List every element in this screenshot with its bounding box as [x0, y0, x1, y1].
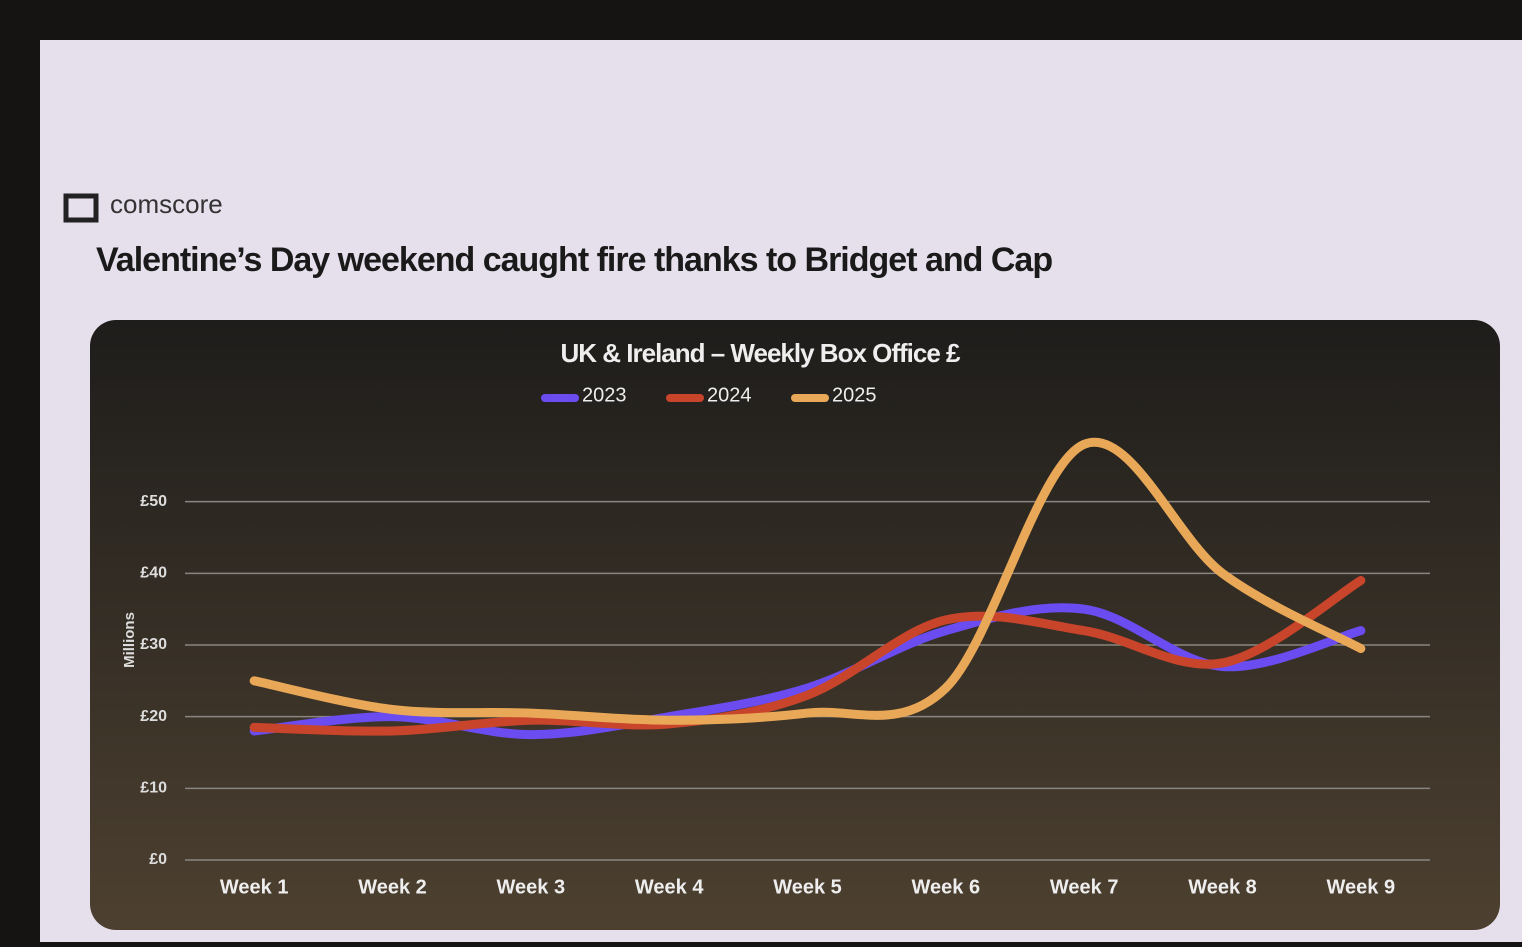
y-tick-label: £20 — [140, 708, 167, 725]
x-tick-label: Week 6 — [912, 876, 981, 898]
x-tick-label: Week 9 — [1327, 876, 1396, 898]
x-tick-label: Week 7 — [1050, 876, 1119, 898]
y-tick-label: £10 — [140, 780, 167, 797]
chart-panel — [90, 320, 1500, 930]
series-line — [249, 437, 1366, 725]
x-tick-label: Week 3 — [497, 876, 566, 898]
slide-title: Valentine’s Day weekend caught fire than… — [96, 241, 1052, 279]
legend-label: 2023 — [582, 384, 627, 406]
y-tick-label: £40 — [140, 565, 167, 582]
y-tick-label: £0 — [149, 851, 167, 868]
series-line — [249, 576, 1366, 736]
series-line — [249, 603, 1366, 740]
legend-label: 2024 — [707, 384, 752, 406]
y-tick-label: £50 — [140, 493, 167, 510]
x-tick-label: Week 8 — [1188, 876, 1257, 898]
chart-title: UK & Ireland – Weekly Box Office £ — [561, 338, 962, 368]
y-tick-label: £30 — [140, 636, 167, 653]
brand: comscore — [110, 189, 223, 219]
x-tick-label: Week 2 — [358, 876, 427, 898]
x-tick-label: Week 5 — [773, 876, 842, 898]
x-tick-label: Week 1 — [220, 876, 289, 898]
legend-label: 2025 — [832, 384, 877, 406]
y-axis-label: Millions — [121, 612, 138, 668]
x-tick-label: Week 4 — [635, 876, 704, 898]
brand-logo — [63, 193, 99, 223]
